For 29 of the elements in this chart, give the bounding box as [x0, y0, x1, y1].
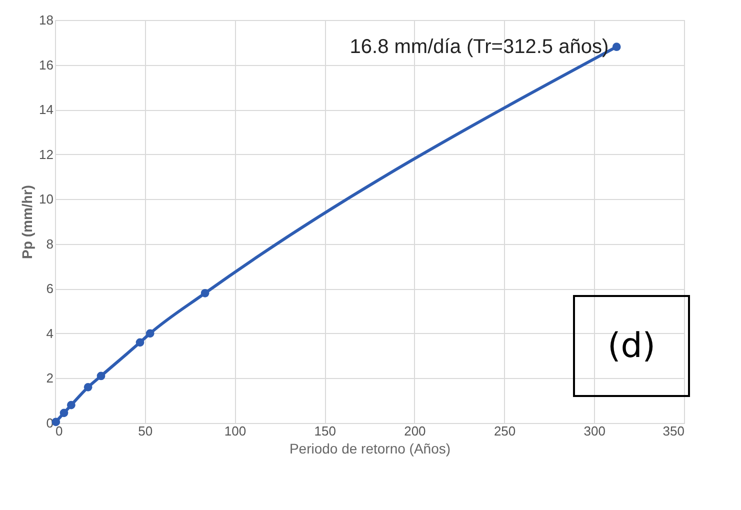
x-tick-label: 100: [224, 424, 246, 438]
x-tick-label: 300: [584, 424, 606, 438]
panel-label-box: (d): [573, 295, 690, 397]
x-tick-label: 0: [56, 424, 63, 438]
x-tick-label: 50: [138, 424, 153, 438]
x-tick-label: 350: [662, 424, 684, 438]
y-tick-label: 8: [46, 236, 54, 252]
point: [146, 329, 154, 338]
y-axis-title: Pp (mm/hr): [19, 185, 36, 259]
point: [136, 338, 144, 347]
y-tick-label: 12: [39, 146, 54, 162]
point: [66, 400, 76, 410]
annotation: 16.8 mm/día (Tr=312.5 años): [350, 36, 609, 58]
x-tick-label: 150: [314, 424, 336, 438]
point: [84, 383, 92, 392]
y-tick-label: 16: [39, 57, 54, 72]
y-tick-label: 4: [46, 326, 54, 341]
point: [612, 42, 621, 52]
y-tick-label: 10: [39, 192, 54, 207]
x-axis-title: Periodo de retorno (Años): [289, 440, 451, 456]
x-tick-label: 200: [404, 424, 426, 438]
y-tick-label: 2: [46, 370, 54, 386]
y-tick-label: 14: [39, 102, 54, 118]
x-tick-label: 250: [494, 424, 516, 438]
y-tick-label: 6: [46, 281, 54, 296]
point: [60, 408, 68, 418]
point: [200, 288, 210, 298]
y-tick-label: 18: [39, 12, 54, 28]
point: [96, 372, 106, 380]
